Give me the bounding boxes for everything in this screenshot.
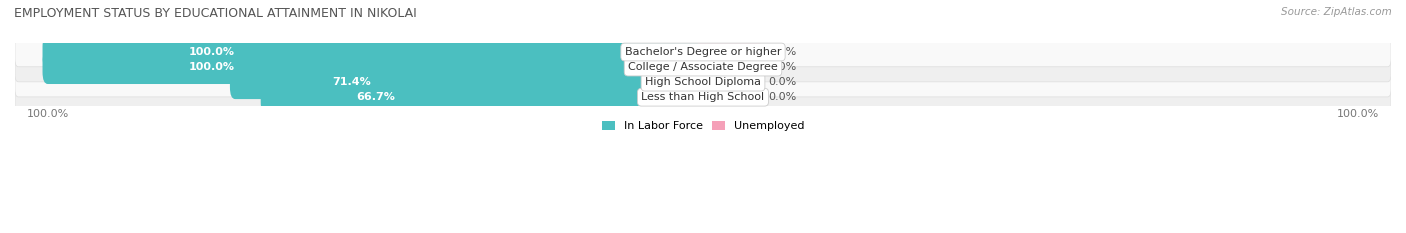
- Text: College / Associate Degree: College / Associate Degree: [628, 62, 778, 72]
- Text: 100.0%: 100.0%: [188, 47, 235, 57]
- FancyBboxPatch shape: [15, 67, 1391, 97]
- Text: Less than High School: Less than High School: [641, 92, 765, 102]
- Text: EMPLOYMENT STATUS BY EDUCATIONAL ATTAINMENT IN NIKOLAI: EMPLOYMENT STATUS BY EDUCATIONAL ATTAINM…: [14, 7, 416, 20]
- Text: 0.0%: 0.0%: [769, 47, 797, 57]
- Text: 100.0%: 100.0%: [188, 62, 235, 72]
- FancyBboxPatch shape: [42, 35, 709, 69]
- Legend: In Labor Force, Unemployed: In Labor Force, Unemployed: [598, 116, 808, 135]
- Text: Source: ZipAtlas.com: Source: ZipAtlas.com: [1281, 7, 1392, 17]
- FancyBboxPatch shape: [697, 65, 761, 99]
- Text: 71.4%: 71.4%: [333, 77, 371, 87]
- FancyBboxPatch shape: [15, 82, 1391, 112]
- FancyBboxPatch shape: [42, 50, 709, 84]
- FancyBboxPatch shape: [15, 37, 1391, 67]
- FancyBboxPatch shape: [15, 52, 1391, 82]
- FancyBboxPatch shape: [697, 80, 761, 114]
- FancyBboxPatch shape: [260, 80, 709, 114]
- Text: 0.0%: 0.0%: [769, 62, 797, 72]
- Text: 66.7%: 66.7%: [356, 92, 395, 102]
- Text: High School Diploma: High School Diploma: [645, 77, 761, 87]
- Text: 0.0%: 0.0%: [769, 77, 797, 87]
- FancyBboxPatch shape: [697, 50, 761, 84]
- FancyBboxPatch shape: [231, 65, 709, 99]
- Text: Bachelor's Degree or higher: Bachelor's Degree or higher: [624, 47, 782, 57]
- Text: 0.0%: 0.0%: [769, 92, 797, 102]
- FancyBboxPatch shape: [697, 35, 761, 69]
